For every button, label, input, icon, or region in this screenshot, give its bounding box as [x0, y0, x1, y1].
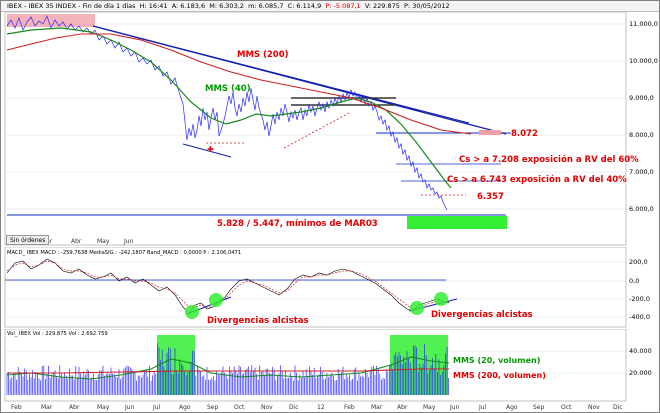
mar03-zone-highlight [407, 216, 507, 229]
month-label: Jun [449, 404, 460, 411]
month-label: Jun [123, 238, 134, 245]
mms40-label: MMS (40) [205, 84, 251, 94]
level-8072-label: 8.072 [511, 129, 538, 139]
volume-mms200 [7, 368, 449, 374]
month-label: Nov [261, 404, 273, 411]
month-label: Oct [234, 404, 245, 411]
macd-div-label-1: Divergencias alcistas [207, 316, 309, 326]
mms200-end-marker [479, 130, 501, 135]
top-zone-highlight [7, 14, 95, 27]
macd-y-tick: -200,0 [629, 295, 650, 303]
month-label: Jun [124, 404, 135, 411]
volume-x-axis: Feb Mar Abr May Jun Jul Ago Sep Oct Nov … [11, 404, 623, 411]
month-label: Feb [344, 404, 355, 411]
month-label: 12 [317, 404, 325, 411]
month-label: Dic [613, 404, 623, 411]
month-label: May [97, 404, 110, 411]
mar03-label: 5.828 / 5.447, mínimos de MAR03 [217, 219, 378, 229]
month-label: Dic [289, 404, 299, 411]
volume-highlight-1 [157, 335, 195, 395]
month-label: Sep [207, 404, 219, 411]
price-y-tick: 10.000,0 [629, 57, 658, 65]
quote-line: IBEX - IBEX 35 INDEX - Fin de día 1 días… [7, 2, 450, 10]
month-label: Abr [397, 404, 408, 411]
price-y-tick: 7.000,0 [629, 168, 654, 176]
volume-y-tick: 20.000 [629, 369, 652, 377]
mms200-label: MMS (200) [237, 50, 289, 60]
macd-div-marker [185, 305, 199, 319]
macd-y-tick: 0,0 [629, 277, 639, 285]
month-label: Sep [533, 404, 545, 411]
macd-div-marker [434, 292, 448, 306]
sin-ordenes-button[interactable]: Sin órdenes [6, 235, 50, 245]
secondary-trendline [92, 25, 470, 124]
price-y-tick: 11.000,0 [629, 20, 658, 28]
month-label: Nov [588, 404, 600, 411]
price-y-tick: 9.000,0 [629, 94, 654, 102]
mms200v-label: MMS (200, volumen) [453, 371, 546, 380]
volume-mms20 [6, 356, 450, 380]
month-label: May [97, 238, 110, 245]
macd-signal-series [6, 260, 450, 310]
rv60-label: Cs > a 7.208 exposición a RV del 60% [459, 154, 639, 165]
mms40-series [6, 27, 452, 189]
macd-header: MACD_ IBEX MACD : -259,7638 MediaSIG : -… [7, 250, 241, 256]
price-panel[interactable]: ✚ 11.000,0 10.000,0 9.000,0 8.000,0 7.00… [1, 12, 660, 247]
month-label: Mar [41, 404, 53, 411]
price-y-tick: 8.000,0 [629, 131, 654, 139]
month-label: May [423, 404, 436, 411]
macd-panel[interactable]: MACD_ IBEX MACD : -259,7638 MediaSIG : -… [1, 247, 660, 329]
volume-header: Vol_ IBEX Vol : 229.875 Vol : 2.692.759 [7, 331, 108, 337]
macd-div-marker [410, 301, 424, 315]
month-label: Jul [478, 404, 487, 411]
macd-y-tick: 200,0 [629, 258, 648, 266]
price-y-axis: 11.000,0 10.000,0 9.000,0 8.000,0 7.000,… [629, 20, 658, 213]
volume-highlight-2 [390, 335, 448, 395]
month-label: Mar [371, 404, 383, 411]
mms200-series [6, 33, 472, 135]
month-label: Abr [71, 238, 82, 245]
price-series [6, 15, 448, 211]
sep-support-line [182, 143, 232, 158]
level-6357-label: 6.357 [477, 192, 504, 202]
macd-div-marker [209, 293, 223, 307]
volume-panel[interactable]: Vol_ IBEX Vol : 229.875 Vol : 2.692.759 … [1, 329, 660, 413]
month-label: Feb [11, 404, 22, 411]
month-label: Ago [179, 404, 191, 411]
macd-y-tick: -400,0 [629, 313, 650, 321]
month-label: Abr [69, 404, 80, 411]
down-arrow-icon: ✚ [207, 145, 214, 154]
month-label: Jul [152, 404, 161, 411]
mms20v-label: MMS (20, volumen) [453, 356, 540, 365]
month-label: Ago [506, 404, 518, 411]
macd-series [6, 258, 450, 314]
red-dotted-support [283, 111, 352, 149]
volume-y-tick: 40.000 [629, 347, 652, 355]
price-y-tick: 6.000,0 [629, 205, 654, 213]
quote-header: IBEX - IBEX 35 INDEX - Fin de día 1 días… [1, 1, 659, 12]
macd-div-label-2: Divergencias alcistas [431, 310, 533, 320]
rv40-label: Cs > a 6.743 exposición a RV del 40% [447, 174, 627, 185]
month-label: Oct [561, 404, 572, 411]
